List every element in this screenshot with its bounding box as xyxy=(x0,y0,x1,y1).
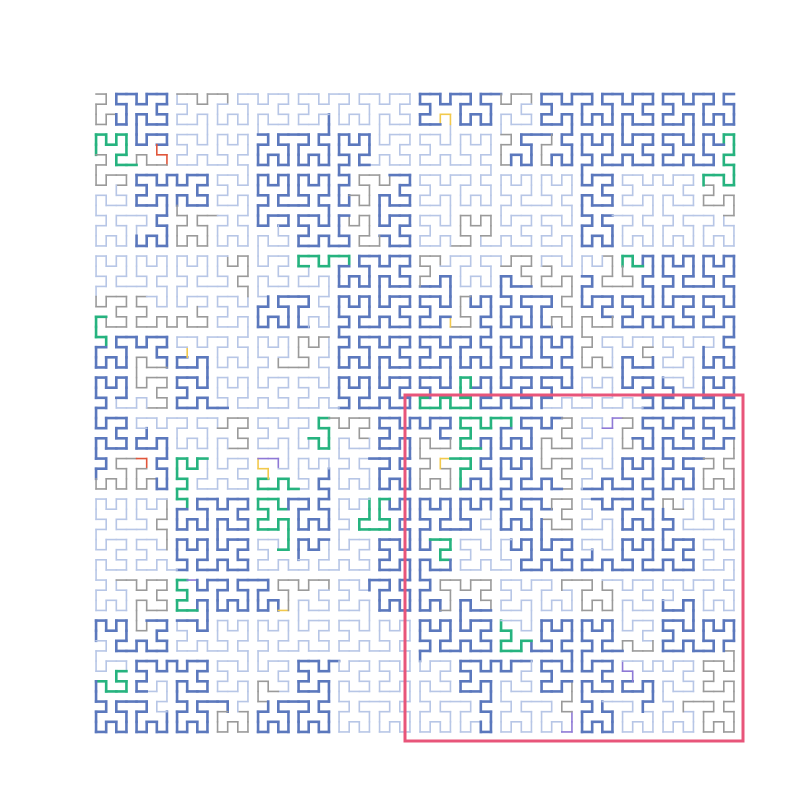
curve-segments xyxy=(96,94,734,732)
